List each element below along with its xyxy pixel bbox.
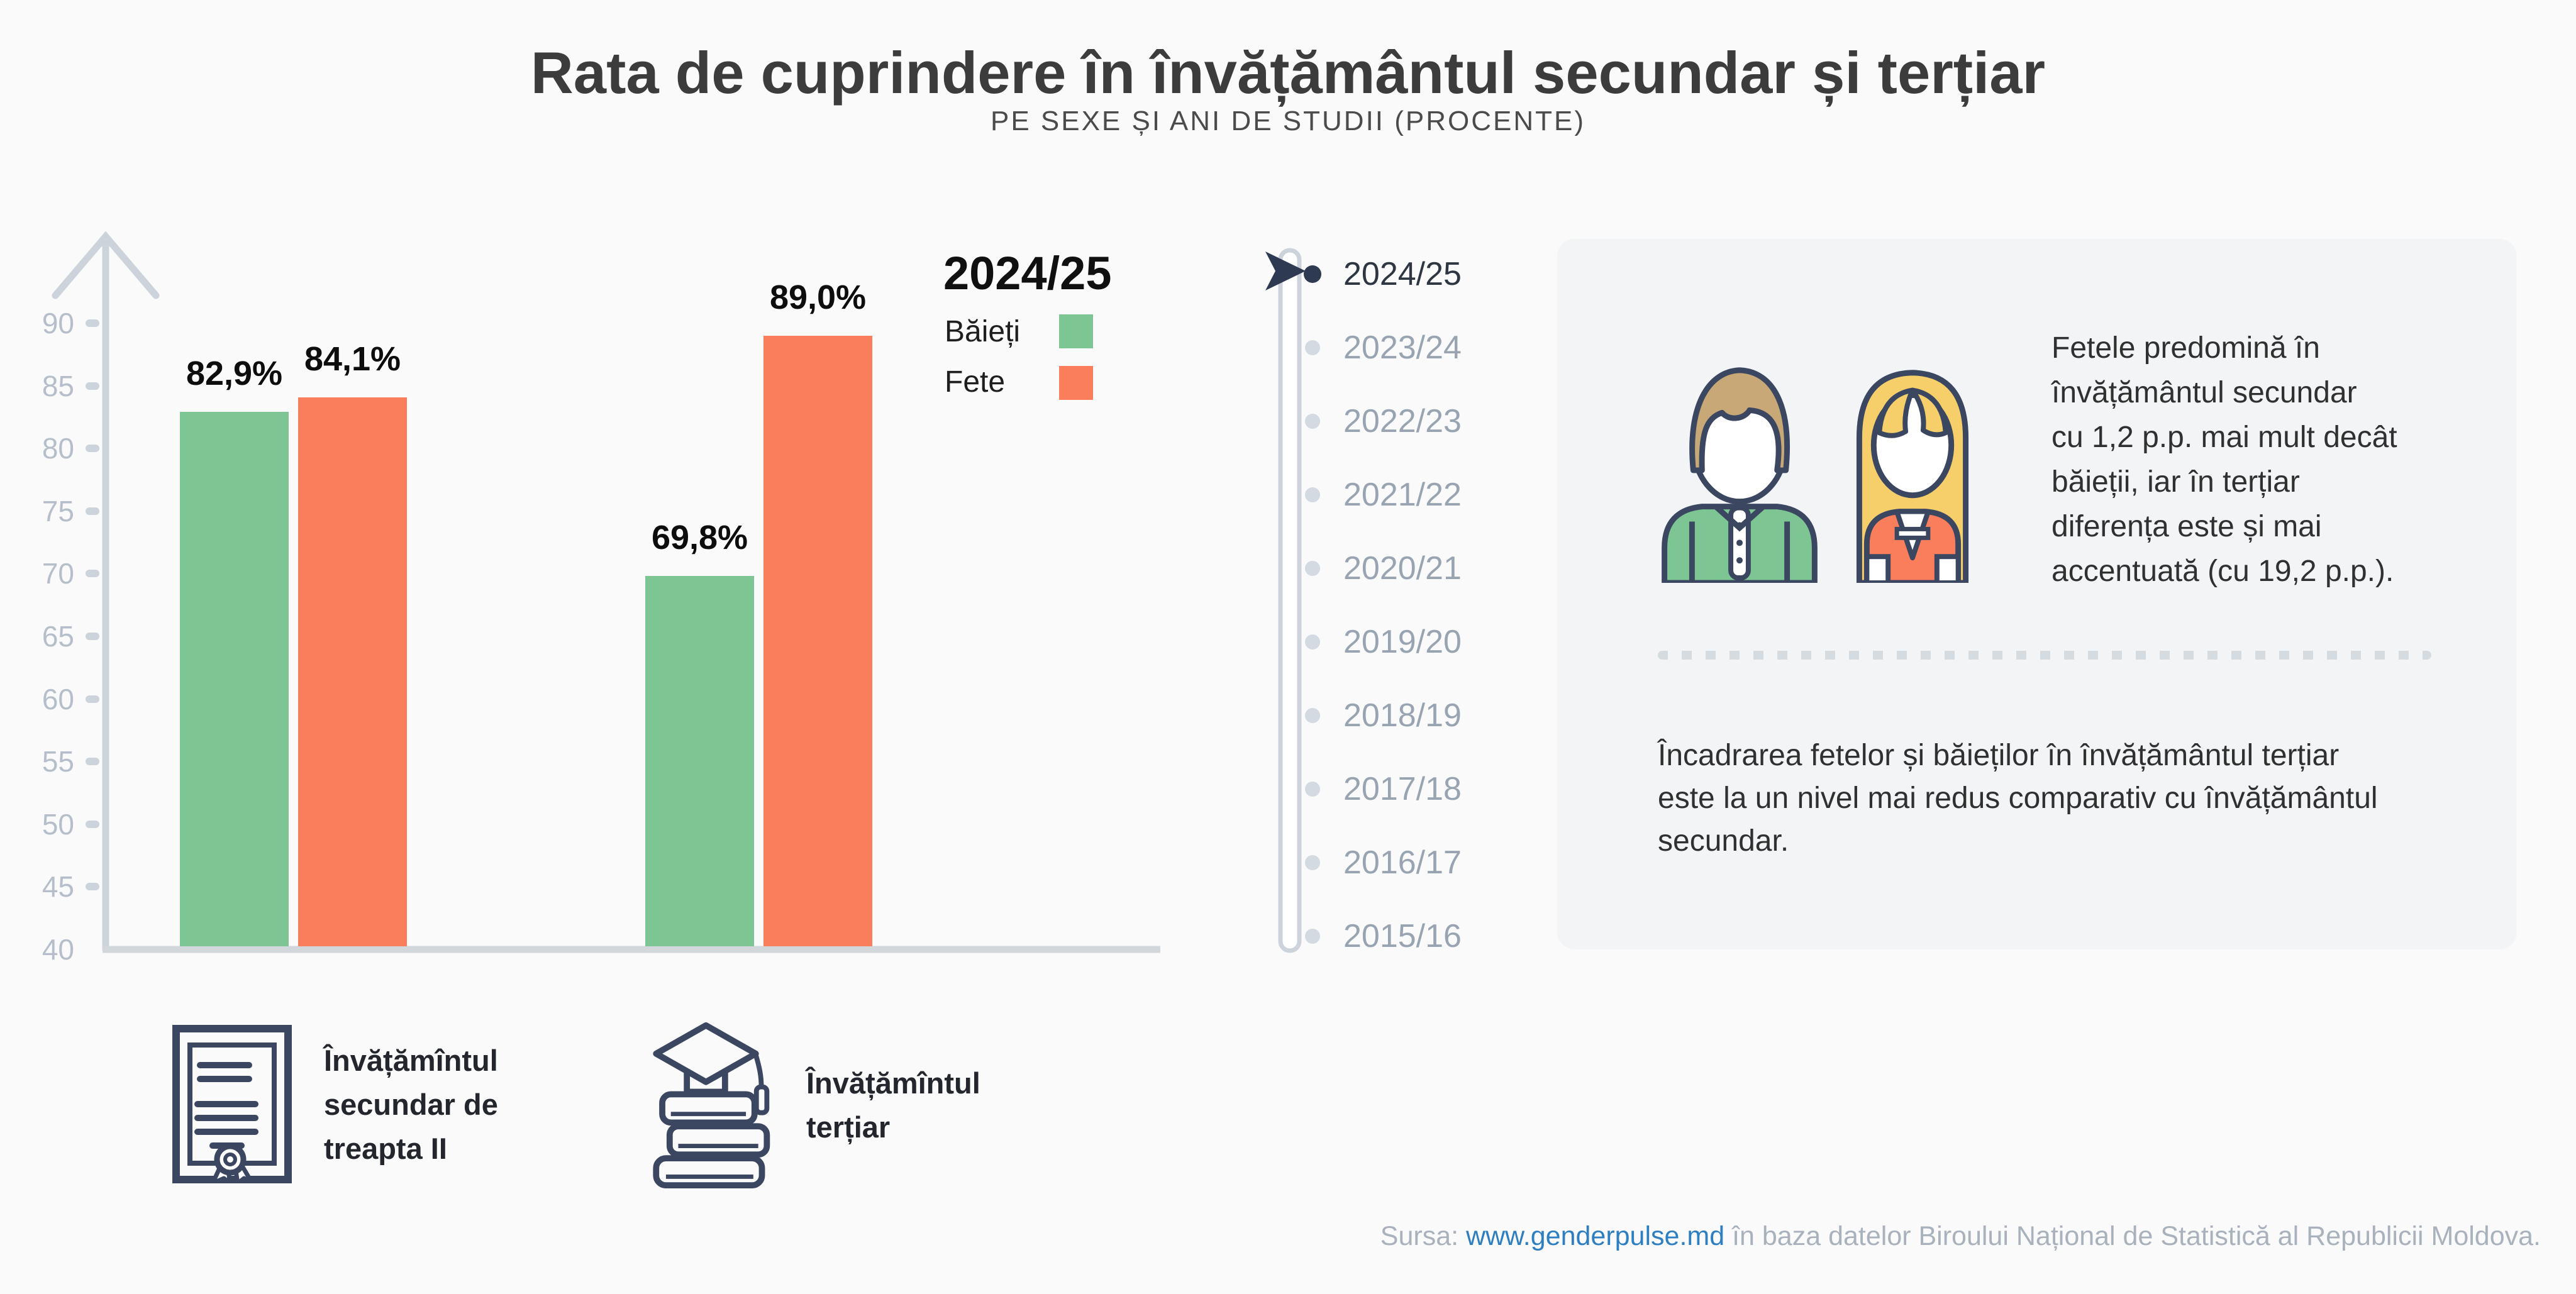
category-label-tertiary: Învățămîntul terțiar bbox=[806, 1061, 980, 1149]
panel-line: secundar. bbox=[1658, 824, 1789, 858]
panel-line: Încadrarea fetelor și băieților în învăț… bbox=[1658, 739, 2340, 772]
bar-value-label: 82,9% bbox=[186, 355, 283, 393]
panel-line: este la un nivel mai redus comparativ cu… bbox=[1658, 782, 2378, 815]
category-label-line: Învățămîntul bbox=[324, 1044, 498, 1077]
insight-panel: Fetele predomină în învățământul secundar… bbox=[1557, 239, 2517, 949]
bar-Fete-0 bbox=[298, 397, 407, 946]
y-axis-tick-label: 60 bbox=[42, 682, 74, 716]
y-axis-tick-mark bbox=[86, 445, 99, 453]
y-axis-tick-label: 70 bbox=[42, 557, 74, 590]
panel-line: băieții, iar în terțiar bbox=[2051, 465, 2300, 499]
y-axis-tick-label: 85 bbox=[42, 369, 74, 402]
timeline-track[interactable] bbox=[1252, 239, 1377, 968]
panel-line: diferența este și mai bbox=[2051, 510, 2322, 543]
page-subtitle: PE SEXE ȘI ANI DE STUDII (PROCENTE) bbox=[990, 106, 1586, 136]
source-suffix: în baza datelor Biroului Național de Sta… bbox=[1724, 1221, 2541, 1251]
timeline-dot-2020/21[interactable] bbox=[1305, 561, 1320, 576]
timeline-dot-2024/25[interactable] bbox=[1304, 265, 1321, 283]
category-label-line: treapta II bbox=[324, 1132, 447, 1165]
panel-line: învățământul secundar bbox=[2051, 376, 2357, 409]
source-note: Sursa: www.genderpulse.md în baza datelo… bbox=[1380, 1221, 2541, 1252]
y-axis-tick-mark bbox=[86, 382, 99, 390]
timeline-dot-2017/18[interactable] bbox=[1305, 782, 1320, 797]
girl-icon bbox=[1856, 370, 1969, 583]
bar-Băieți-1 bbox=[645, 576, 754, 946]
panel-line: Fetele predomină în bbox=[2051, 331, 2320, 365]
legend-year-title: 2024/25 bbox=[943, 247, 1112, 299]
timeline-dot-2019/20[interactable] bbox=[1305, 634, 1320, 650]
y-axis-tick-mark bbox=[86, 758, 99, 766]
insight-text-secondary: Încadrarea fetelor și băieților în învăț… bbox=[1658, 734, 2378, 863]
timeline-dot-2018/19[interactable] bbox=[1305, 708, 1320, 723]
timeline-dot-2022/23[interactable] bbox=[1305, 414, 1320, 429]
timeline-year-2020/21[interactable]: 2020/21 bbox=[1343, 550, 1462, 587]
timeline-dot-2015/16[interactable] bbox=[1305, 929, 1320, 944]
insight-text-primary: Fetele predomină în învățământul secundar… bbox=[2051, 326, 2397, 594]
timeline-year-2017/18[interactable]: 2017/18 bbox=[1343, 771, 1462, 807]
y-axis-tick-label: 75 bbox=[42, 494, 74, 528]
page-title: Rata de cuprindere în învățământul secun… bbox=[530, 40, 2046, 106]
bar-value-label: 69,8% bbox=[651, 519, 748, 557]
y-axis-tick-label: 55 bbox=[42, 745, 74, 778]
y-axis-tick-mark bbox=[86, 570, 99, 578]
y-axis-tick-label: 45 bbox=[42, 870, 74, 904]
panel-line: cu 1,2 p.p. mai mult decât bbox=[2051, 421, 2397, 454]
timeline-year-2016/17[interactable]: 2016/17 bbox=[1343, 844, 1462, 881]
category-label-line: secundar de bbox=[324, 1088, 498, 1121]
books-graduation-icon bbox=[653, 1022, 770, 1188]
legend-label-girls: Fete bbox=[945, 365, 1006, 399]
timeline-cursor-arrow-icon bbox=[1265, 252, 1306, 290]
legend-swatch-boys bbox=[1059, 314, 1093, 348]
category-label-line: Învățămîntul bbox=[806, 1066, 980, 1100]
y-axis-tick-label: 80 bbox=[42, 432, 74, 465]
y-axis-tick-mark bbox=[86, 820, 99, 828]
y-axis-arrow-icon bbox=[52, 231, 160, 299]
bar-Fete-1 bbox=[763, 335, 872, 946]
source-link[interactable]: www.genderpulse.md bbox=[1466, 1221, 1725, 1251]
y-axis-tick-mark bbox=[86, 319, 99, 327]
timeline-dot-2021/22[interactable] bbox=[1305, 487, 1320, 502]
bar-value-label: 84,1% bbox=[304, 340, 401, 378]
y-axis-tick-mark bbox=[86, 507, 99, 515]
timeline-year-2023/24[interactable]: 2023/24 bbox=[1343, 329, 1462, 366]
panel-line: accentuată (cu 19,2 p.p.). bbox=[2051, 555, 2394, 588]
y-axis-tick-label: 40 bbox=[42, 933, 74, 966]
source-prefix: Sursa: bbox=[1380, 1221, 1467, 1251]
legend-label-boys: Băieți bbox=[945, 315, 1021, 348]
legend-swatch-girls bbox=[1059, 366, 1093, 400]
timeline-year-2021/22[interactable]: 2021/22 bbox=[1343, 477, 1462, 513]
category-label-secondary: Învățămîntul secundar de treapta II bbox=[324, 1039, 498, 1171]
y-axis-tick-mark bbox=[86, 633, 99, 640]
timeline-year-2024/25[interactable]: 2024/25 bbox=[1343, 256, 1462, 292]
bar-value-label: 89,0% bbox=[769, 278, 867, 316]
timeline-dot-2016/17[interactable] bbox=[1305, 855, 1320, 870]
timeline-year-2022/23[interactable]: 2022/23 bbox=[1343, 403, 1462, 440]
timeline-year-2018/19[interactable]: 2018/19 bbox=[1343, 697, 1462, 734]
dashed-divider bbox=[1658, 651, 2431, 660]
y-axis-tick-label: 50 bbox=[42, 807, 74, 841]
y-axis-tick-label: 90 bbox=[42, 307, 74, 340]
timeline-year-2015/16[interactable]: 2015/16 bbox=[1343, 918, 1462, 954]
y-axis-tick-mark bbox=[86, 883, 99, 891]
boy-icon bbox=[1662, 367, 1818, 583]
y-axis-tick-mark bbox=[86, 695, 99, 703]
y-axis-tick-label: 65 bbox=[42, 620, 74, 653]
category-label-line: terțiar bbox=[806, 1110, 891, 1144]
diploma-icon bbox=[172, 1025, 292, 1183]
timeline-year-2019/20[interactable]: 2019/20 bbox=[1343, 624, 1462, 660]
bar-Băieți-0 bbox=[180, 412, 289, 946]
timeline-dot-2023/24[interactable] bbox=[1305, 340, 1320, 355]
